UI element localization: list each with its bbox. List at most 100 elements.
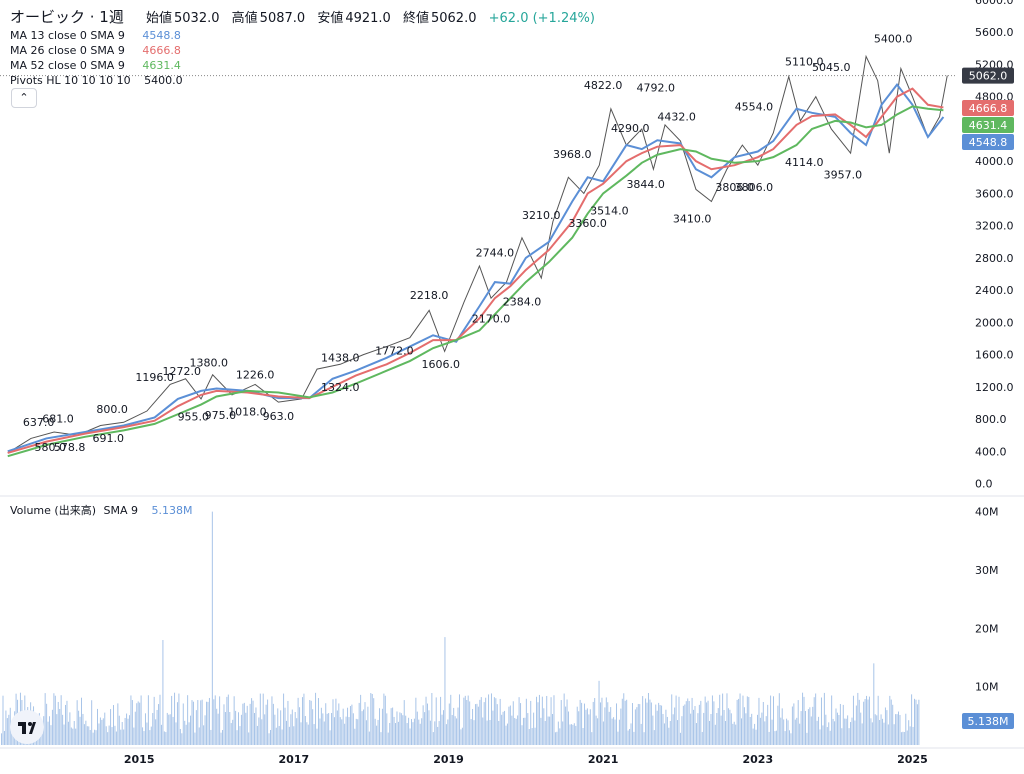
pivot-label: 5045.0: [812, 61, 851, 74]
pivot-label: 1324.0: [321, 381, 360, 394]
price-axis-tick: 2400.0: [975, 284, 1014, 297]
pivot-label: 1772.0: [375, 345, 414, 358]
pivot-label: 3210.0: [522, 209, 561, 222]
pivot-label: 1438.0: [321, 352, 360, 365]
volume-badge-bg: [962, 713, 1014, 730]
pivot-label: 2744.0: [476, 246, 515, 259]
legend-ma52[interactable]: MA 52 close 0 SMA 9 4631.4: [10, 59, 181, 72]
time-axis-tick: 2021: [588, 753, 619, 766]
price-axis-tick: 5600.0: [975, 26, 1014, 39]
volume-axis-tick: 10M: [975, 681, 999, 694]
volume-axis-tick: 20M: [975, 622, 999, 635]
pivot-label: 3968.0: [553, 148, 592, 161]
close-label: 終値: [402, 11, 429, 26]
legend-ma52-label: MA 52 close 0 SMA 9: [10, 59, 125, 72]
price-axis-tick: 2000.0: [975, 316, 1014, 329]
pivot-label: 4792.0: [636, 81, 675, 94]
pivot-label: 800.0: [96, 403, 128, 416]
volume-badge: 5.138M: [968, 715, 1009, 728]
time-axis-tick: 2023: [743, 753, 774, 766]
legend-pivots-value: 5400.0: [144, 74, 183, 87]
legend-ma26[interactable]: MA 26 close 0 SMA 9 4666.8: [10, 44, 181, 57]
legend-volume-value: 5.138M: [151, 504, 193, 517]
ma-badge-bg: [962, 117, 1014, 133]
high-label: 高値: [231, 11, 258, 26]
legend-ma13-label: MA 13 close 0 SMA 9: [10, 29, 125, 42]
legend-volume-sma-label: SMA 9: [103, 504, 139, 517]
price-axis-tick: 4000.0: [975, 155, 1014, 168]
low-value: 4921.0: [345, 11, 391, 26]
pivot-label: 963.0: [263, 410, 295, 423]
pivot-label: 1380.0: [190, 356, 229, 369]
pivot-label: 4554.0: [735, 101, 774, 114]
change-value: +62.0 (+1.24%): [488, 11, 595, 26]
ma-badge: 4666.8: [969, 102, 1008, 115]
legend-volume[interactable]: Volume (出来高) SMA 9 5.138M: [10, 504, 192, 517]
time-axis-tick: 2025: [897, 753, 928, 766]
volume-axis-tick: 30M: [975, 564, 999, 577]
pivot-label: 4114.0: [785, 156, 824, 169]
price-axis-tick: 1200.0: [975, 381, 1014, 394]
legend-volume-label: Volume (出来高): [10, 504, 96, 517]
price-axis-tick: 400.0: [975, 445, 1007, 458]
pivot-label: 580.0: [35, 441, 67, 454]
pivot-label: 2170.0: [472, 313, 511, 326]
time-axis-tick: 2017: [279, 753, 310, 766]
volume-axis-tick: 40M: [975, 506, 999, 519]
symbol-header: オービック · 1週 始値 5032.0 高値 5087.0 安値 4921.0 終値…: [10, 6, 595, 27]
pivot-label: 4432.0: [657, 110, 696, 123]
legend-ma26-value: 4666.8: [142, 44, 181, 57]
tradingview-logo-icon[interactable]: [10, 710, 44, 744]
pivot-label: 5110.0: [785, 56, 824, 69]
pivot-label: 681.0: [42, 413, 74, 426]
price-axis-tick: 800.0: [975, 413, 1007, 426]
ma-line-ma26: [7, 87, 944, 454]
ma-line-ma13: [7, 82, 945, 453]
time-axis-tick: 2019: [433, 753, 464, 766]
open-label: 始値: [146, 11, 173, 26]
price-axis-tick: 0.0: [975, 478, 993, 491]
pivot-label: 3806.0: [735, 181, 774, 194]
legend-ma52-value: 4631.4: [142, 59, 181, 72]
collapse-legend-button[interactable]: ⌃: [11, 88, 37, 108]
pivot-label: 5400.0: [874, 32, 913, 45]
pivot-label: 637.0: [23, 416, 55, 429]
legend-ma13-value: 4548.8: [142, 29, 181, 42]
pivot-label: 975.0: [205, 409, 237, 422]
price-axis-tick: 2800.0: [975, 252, 1014, 265]
low-label: 安値: [317, 11, 344, 26]
ma-badge-bg: [962, 134, 1014, 150]
pivot-label: 4290.0: [611, 122, 650, 135]
pivot-label: 3957.0: [824, 169, 863, 182]
pivot-label: 3360.0: [568, 217, 607, 230]
ma-badge: 4631.4: [969, 119, 1008, 132]
high-value: 5087.0: [259, 11, 306, 26]
pivot-label: 1018.0: [228, 406, 267, 419]
ma-badge: 4548.8: [969, 136, 1008, 149]
pivot-label: 1196.0: [135, 371, 174, 384]
pivot-label: 691.0: [93, 432, 125, 445]
time-axis-tick: 2015: [124, 753, 155, 766]
ma-line-ma52: [7, 105, 944, 458]
price-axis-tick: 3600.0: [975, 187, 1014, 200]
price-axis-tick: 3200.0: [975, 220, 1014, 233]
open-value: 5032.0: [174, 11, 220, 26]
pivot-label: 1606.0: [422, 358, 461, 371]
last-price-badge: 5062.0: [969, 70, 1008, 83]
legend-ma13[interactable]: MA 13 close 0 SMA 9 4548.8: [10, 29, 181, 42]
legend-pivots[interactable]: Pivots HL 10 10 10 10 5400.0: [10, 74, 183, 87]
close-value: 5062.0: [430, 11, 477, 26]
legend-pivots-label: Pivots HL 10 10 10 10: [10, 74, 131, 87]
ma-badge-bg: [962, 100, 1014, 116]
pivot-label: 2384.0: [503, 295, 542, 308]
pivot-label: 2218.0: [410, 289, 449, 302]
pivot-label: 4822.0: [584, 79, 623, 92]
pivot-label: 3514.0: [590, 204, 629, 217]
pivot-label: 3806.0: [715, 181, 754, 194]
symbol-title[interactable]: オービック · 1週: [10, 8, 124, 26]
pivot-label: 3410.0: [673, 213, 712, 226]
last-price-badge-bg: [962, 67, 1014, 84]
pivot-label: 3844.0: [626, 178, 665, 191]
chevron-up-icon: ⌃: [19, 91, 29, 104]
